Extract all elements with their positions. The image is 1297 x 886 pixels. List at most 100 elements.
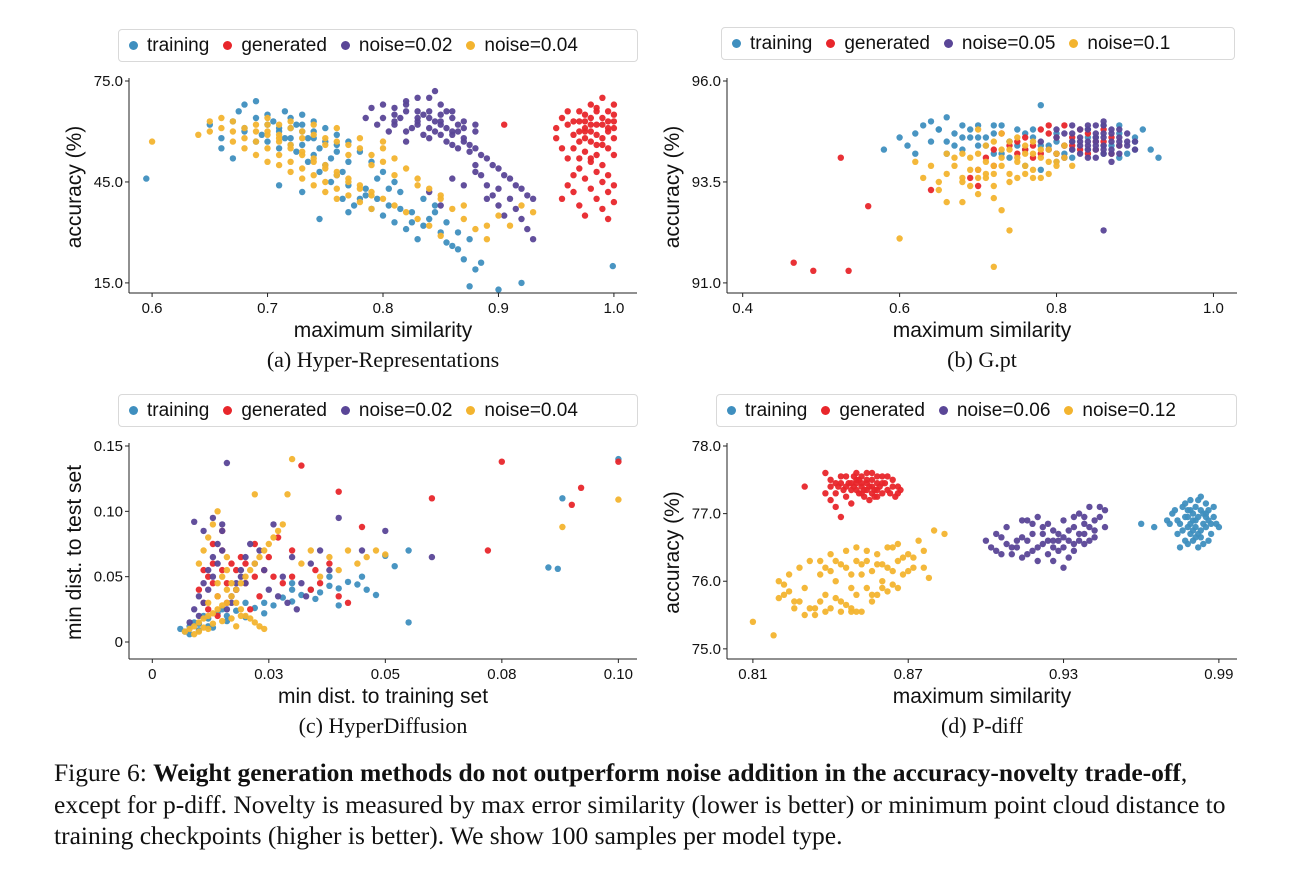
point-d-training-21 [1184,540,1192,548]
point-b-training-19 [1037,102,1045,109]
point-c-generated-20 [498,458,505,465]
point-a-noise-0-02-58 [397,114,404,122]
point-a-generated-21 [558,195,566,202]
point-d-training-30 [1202,500,1210,507]
point-d-noise-0-06-30 [1039,540,1047,548]
x-tick-label-d-2: 0.93 [1049,666,1078,683]
point-d-generated-50 [848,480,855,487]
point-a-training-21 [449,242,456,250]
point-b-noise-0-05-50 [1100,130,1107,137]
point-a-generated-38 [581,135,589,142]
point-a-training-89 [374,195,381,202]
point-b-noise-0-05-31 [1092,130,1100,137]
point-b-training-52 [974,134,982,141]
point-d-noise-0-12-9 [811,605,819,612]
point-a-training-83 [304,158,312,165]
legend-label-d-3: noise=0.12 [1082,399,1176,421]
point-b-training-34 [1155,154,1162,161]
x-tick-label-a-3: 0.9 [488,300,509,317]
point-d-noise-0-06-61 [1060,534,1067,541]
point-a-noise-0-02-76 [414,94,421,102]
point-d-training-50 [1197,507,1205,514]
point-a-generated-17 [604,188,612,196]
point-c-noise-0-02-17 [288,553,296,561]
point-a-noise-0-04-34 [345,178,352,186]
legend-label-b-2: noise=0.05 [961,32,1056,54]
chart-svg-d: 0.81 0.87 0.93 0.99 75.0 76.0 77.0 78.0 maximum … [661,438,1237,708]
point-d-noise-0-12-52 [796,598,803,605]
point-a-noise-0-04-85 [287,118,294,125]
legend-a: training generated noise=0.02 noise=0.04 [118,29,638,62]
point-a-noise-0-04-65 [287,168,294,176]
figure-caption-bold: Weight generation methods do not outperf… [153,758,1181,787]
point-b-noise-0-1-62 [1029,174,1037,182]
y-axis-label-a: accuracy (%) [63,126,86,249]
point-d-training-25 [1205,537,1212,544]
y-tick-label-c-0: 0 [115,634,123,651]
point-c-noise-0-04-55 [615,496,622,503]
point-a-generated-25 [593,141,600,149]
point-c-noise-0-02-44 [274,593,282,600]
point-d-noise-0-12-51 [894,584,902,592]
point-b-noise-0-1-57 [943,150,950,157]
point-a-noise-0-04-49 [264,145,271,152]
point-c-generated-37 [344,599,352,606]
point-b-training-66 [982,134,990,141]
point-b-generated-4 [865,203,872,210]
legend-label-a-2: noise=0.02 [358,34,453,56]
point-c-noise-0-04-9 [223,599,231,606]
point-d-generated-58 [889,483,896,490]
point-c-noise-0-04-52 [223,586,231,593]
point-d-generated-57 [832,480,839,487]
point-d-noise-0-12-76 [889,567,896,575]
point-d-noise-0-12-18 [858,571,865,578]
point-a-noise-0-04-29 [287,145,294,152]
point-b-noise-0-1-39 [1053,162,1060,169]
point-a-noise-0-04-81 [506,222,514,229]
point-a-noise-0-04-43 [333,138,340,145]
legend-item-a-2: noise=0.02 [340,34,453,57]
point-a-training-85 [327,178,335,186]
x-tick-label-b-1: 0.6 [889,300,910,317]
point-a-generated-19 [570,172,577,179]
x-tick-label-a-2: 0.8 [373,300,394,317]
point-a-noise-0-02-30 [495,202,502,209]
x-tick-label-c-0: 0 [148,666,156,683]
point-a-noise-0-02-62 [443,108,450,115]
point-a-training-0 [143,175,150,182]
point-c-noise-0-02-37 [191,518,198,525]
legend-item-b-1: generated [826,33,930,55]
point-a-generated-61 [604,128,612,135]
point-a-noise-0-04-73 [414,175,421,182]
point-a-noise-0-04-70 [379,145,387,152]
point-c-noise-0-04-16 [256,553,263,561]
point-c-noise-0-04-0 [181,628,189,635]
point-d-noise-0-06-12 [1044,537,1052,544]
legend-label-a-3: noise=0.04 [484,34,578,56]
legend-marker-d-1 [821,406,831,415]
point-d-generated-16 [822,490,829,497]
point-a-noise-0-02-23 [454,121,462,128]
point-a-generated-23 [581,212,589,219]
point-a-generated-49 [599,205,606,213]
point-b-training-36 [959,122,966,129]
point-d-generated-20 [842,493,850,500]
point-d-noise-0-12-40 [837,608,845,615]
point-d-noise-0-06-54 [1086,523,1093,531]
point-d-noise-0-12-13 [832,578,839,585]
point-a-training-23 [466,283,473,290]
point-a-noise-0-04-45 [356,145,364,152]
point-a-noise-0-02-9 [483,155,491,162]
point-c-generated-29 [251,573,258,580]
point-d-noise-0-06-5 [1008,544,1015,551]
point-b-noise-0-1-59 [998,130,1005,137]
point-d-noise-0-06-8 [1024,551,1031,558]
point-b-training-13 [990,130,997,137]
point-c-noise-0-04-17 [261,547,268,554]
point-c-training-32 [559,495,566,502]
point-a-noise-0-02-67 [501,172,508,179]
point-a-noise-0-02-46 [414,108,421,115]
point-d-noise-0-06-28 [1029,547,1036,554]
point-d-training-33 [1189,510,1197,517]
point-d-noise-0-12-78 [848,605,855,612]
